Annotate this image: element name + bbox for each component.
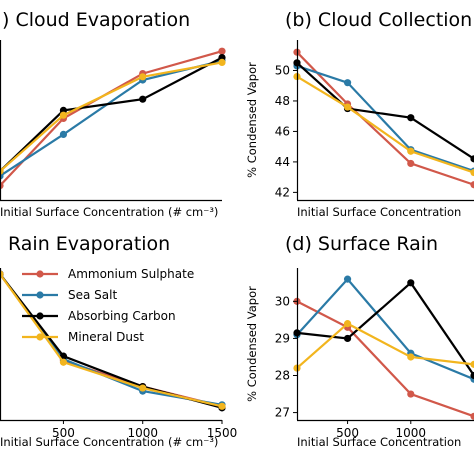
y-tick-label: 27 bbox=[275, 406, 290, 420]
x-axis-label: Initial Surface Concentration bbox=[297, 205, 461, 219]
x-tick-label: 1000 bbox=[396, 426, 427, 440]
panel-2: (b) Cloud Collection 42 44 46 48 50 Initial Su… bbox=[245, 9, 474, 219]
data-point-dust bbox=[59, 111, 68, 119]
data-point-carbon bbox=[139, 95, 147, 103]
series-line-carbon bbox=[0, 56, 223, 172]
y-tick-label: 42 bbox=[275, 185, 290, 199]
legend-label: Absorbing Carbon bbox=[68, 309, 176, 323]
data-point-carbon bbox=[470, 371, 474, 380]
x-axis-label: Initial Surface Concentration (# cm⁻³) bbox=[0, 435, 218, 449]
data-point-ammonium bbox=[470, 412, 474, 420]
data-point-ammonium bbox=[407, 390, 415, 398]
legend-label: Ammonium Sulphate bbox=[68, 267, 194, 281]
y-axis-label: % Condensed Vapor bbox=[245, 286, 259, 402]
legend-swatch-marker bbox=[36, 312, 44, 320]
series-line-ammonium bbox=[296, 51, 474, 186]
data-point-dust bbox=[407, 353, 415, 361]
series-line-dust bbox=[296, 75, 474, 174]
panel-1: ) Cloud Evaporation Initial Surface Conce… bbox=[0, 9, 226, 219]
y-tick-label: 28 bbox=[275, 369, 290, 383]
data-point-seasalt bbox=[343, 275, 352, 283]
legend-entry-dust: Mineral Dust bbox=[22, 330, 144, 344]
panel-title: Rain Evaporation bbox=[8, 233, 170, 255]
data-point-dust bbox=[139, 73, 147, 81]
data-point-dust bbox=[470, 360, 474, 368]
data-point-ammonium bbox=[218, 47, 226, 55]
data-point-ammonium bbox=[407, 159, 415, 168]
data-point-carbon bbox=[407, 114, 415, 122]
series-line-dust bbox=[0, 61, 223, 173]
data-point-seasalt bbox=[59, 130, 68, 138]
legend-label: Mineral Dust bbox=[68, 330, 144, 344]
data-point-dust bbox=[343, 320, 352, 328]
data-point-dust bbox=[343, 103, 352, 111]
series-line-carbon bbox=[296, 281, 474, 377]
y-tick-label: 30 bbox=[275, 294, 290, 308]
panel-title: ) Cloud Evaporation bbox=[2, 9, 190, 31]
legend-swatch-marker bbox=[36, 270, 44, 278]
panel-title: (b) Cloud Collection bbox=[285, 9, 472, 31]
data-point-dust bbox=[59, 358, 68, 366]
y-tick-label: 46 bbox=[275, 124, 290, 138]
data-point-ammonium bbox=[470, 181, 474, 189]
x-axis-label: Initial Surface Concentration (# cm⁻³) bbox=[0, 205, 218, 219]
series-line-dust bbox=[296, 322, 474, 369]
series-line-ammonium bbox=[296, 300, 474, 418]
x-tick-label: 1000 bbox=[127, 426, 158, 440]
x-tick-label: 500 bbox=[52, 426, 75, 440]
data-point-carbon bbox=[407, 279, 415, 287]
series-line-ammonium bbox=[0, 50, 223, 187]
series-line-carbon bbox=[296, 62, 474, 160]
data-point-dust bbox=[218, 58, 226, 66]
data-point-seasalt bbox=[343, 79, 352, 87]
legend-swatch-marker bbox=[36, 333, 44, 341]
data-point-dust bbox=[218, 402, 226, 410]
y-tick-label: 48 bbox=[275, 94, 290, 108]
series-line-seasalt bbox=[0, 59, 223, 177]
data-point-carbon bbox=[470, 155, 474, 163]
y-tick-label: 29 bbox=[275, 331, 290, 345]
legend: Ammonium Sulphate Sea Salt Absorbing Carbo… bbox=[22, 267, 194, 344]
data-point-carbon bbox=[343, 334, 352, 343]
x-tick-label: 1500 bbox=[207, 426, 238, 440]
legend-entry-carbon: Absorbing Carbon bbox=[22, 309, 176, 323]
series-line-seasalt bbox=[296, 277, 474, 381]
y-tick-label: 44 bbox=[275, 155, 290, 169]
x-tick-label: 500 bbox=[336, 426, 359, 440]
data-point-dust bbox=[470, 168, 474, 177]
panel-title: (d) Surface Rain bbox=[285, 233, 438, 255]
y-axis-label: % Condensed Vapor bbox=[245, 62, 259, 178]
x-axis-label: Initial Surface Concentration bbox=[297, 435, 461, 449]
legend-entry-ammonium: Ammonium Sulphate bbox=[22, 267, 194, 281]
legend-entry-seasalt: Sea Salt bbox=[22, 288, 117, 302]
series-line-seasalt bbox=[296, 64, 474, 173]
legend-swatch-marker bbox=[36, 291, 44, 299]
data-point-dust bbox=[407, 147, 415, 155]
data-point-dust bbox=[139, 384, 147, 392]
legend-label: Sea Salt bbox=[68, 288, 117, 302]
y-tick-label: 50 bbox=[275, 63, 290, 77]
series-line-dust bbox=[0, 273, 223, 408]
